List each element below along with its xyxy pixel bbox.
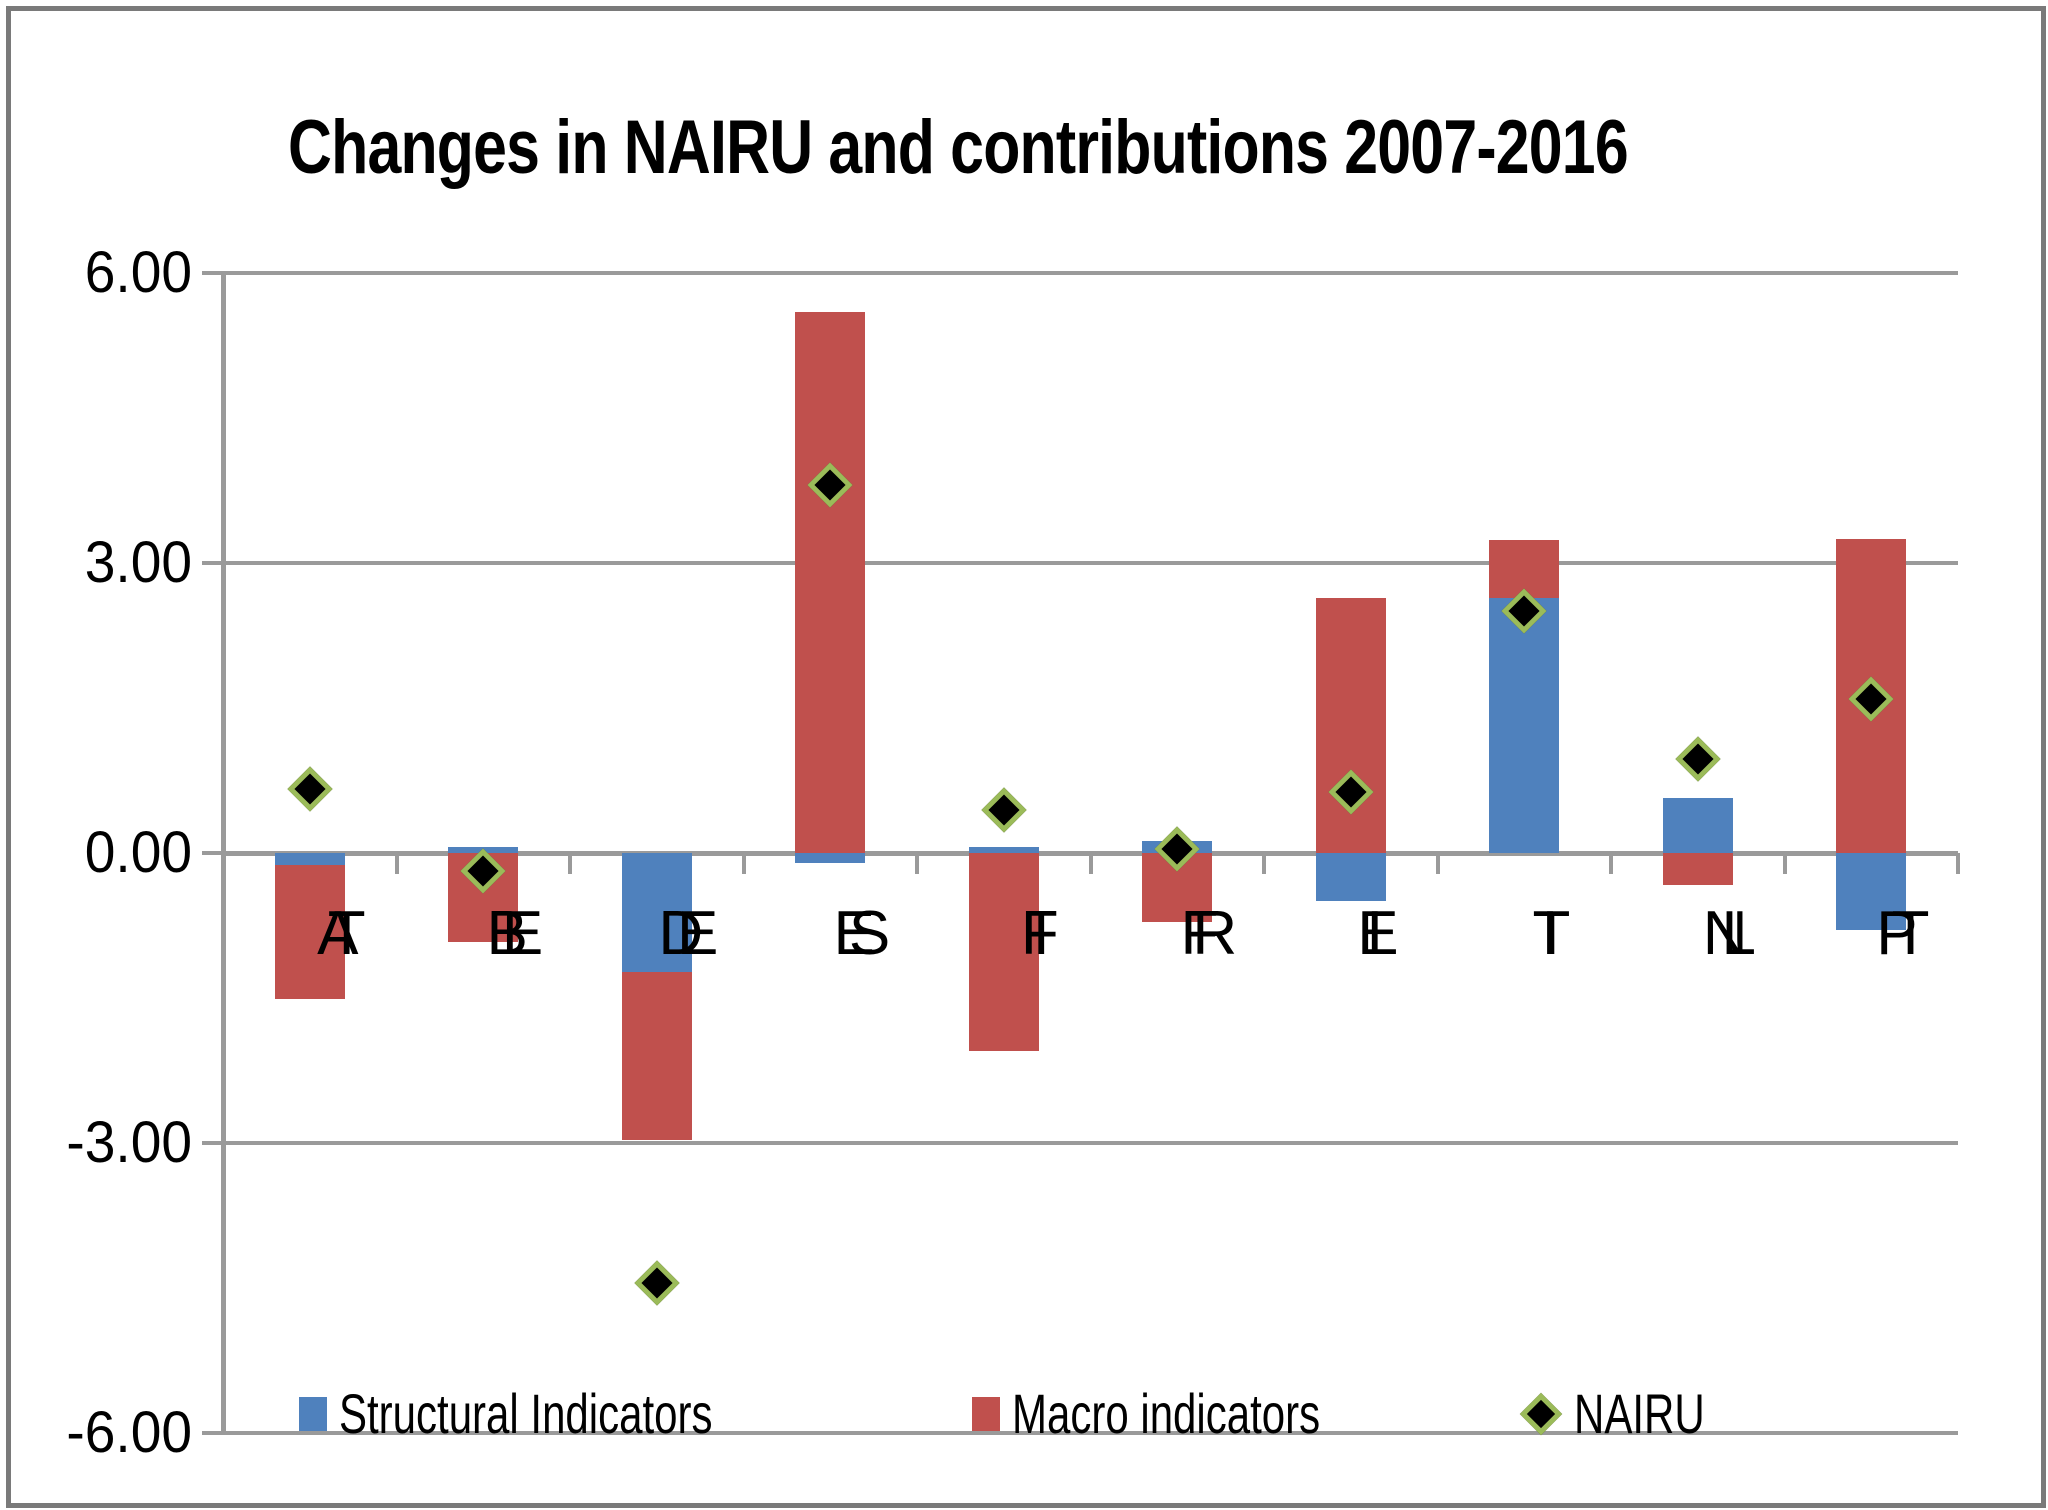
x-axis-tick	[1609, 853, 1613, 874]
y-axis-label: -6.00	[66, 1400, 192, 1465]
gridline-y-3.00	[223, 561, 1958, 565]
x-axis-label-AT: AT	[317, 899, 366, 968]
x-axis-label-ES: ES	[833, 899, 891, 968]
x-axis-tick	[394, 853, 399, 874]
bar-segment-structural-DE	[621, 853, 692, 972]
x-axis-tick	[221, 853, 225, 874]
y-axis-label: 6.00	[84, 240, 192, 305]
gridline-y-6.00	[223, 271, 1958, 275]
x-axis-tick	[568, 853, 572, 874]
x-axis-label-DE: DE	[658, 899, 718, 968]
y-axis-tick	[202, 561, 223, 565]
x-axis-tick	[915, 853, 919, 874]
y-axis-tick	[202, 851, 223, 855]
y-axis-tick	[202, 271, 223, 275]
bar-segment-macro-IT	[1489, 539, 1560, 598]
x-axis-tick	[1262, 853, 1266, 874]
bar-segment-macro-AT	[274, 864, 345, 999]
page-border-frame	[6, 6, 2046, 1508]
x-axis-label-BE: BE	[486, 899, 544, 968]
bar-segment-structural-AT	[274, 853, 345, 865]
x-axis-tick	[1782, 853, 1787, 874]
bar-segment-macro-DE	[621, 971, 692, 1141]
x-axis-label-FR: FR	[1180, 899, 1238, 968]
bar-segment-structural-ES	[795, 853, 866, 863]
bar-segment-structural-IE	[1315, 853, 1386, 902]
y-axis-label: 3.00	[84, 530, 192, 595]
y-axis-label: -3.00	[66, 1110, 192, 1175]
bar-segment-macro-FI	[968, 853, 1039, 1052]
bar-segment-structural-FI	[968, 847, 1039, 853]
x-axis-label-IE: IE	[1366, 899, 1399, 968]
bar-segment-structural-NL	[1662, 797, 1733, 853]
x-axis-tick	[1088, 853, 1093, 874]
bar-segment-macro-ES	[795, 311, 866, 853]
x-axis-label-NL: NL	[1702, 899, 1756, 968]
gridline-y--6.00	[223, 1431, 1958, 1435]
chart-title: Changes in NAIRU and contributions 2007-…	[288, 105, 1629, 190]
x-axis-tick	[1435, 853, 1440, 874]
x-axis-tick	[741, 853, 746, 874]
bar-segment-macro-NL	[1662, 853, 1733, 885]
y-axis-tick	[202, 1141, 223, 1145]
gridline-y--3.00	[223, 1141, 1958, 1145]
x-axis-label-PT: PT	[1876, 899, 1929, 968]
y-axis-tick	[202, 1431, 223, 1435]
bar-segment-structural-IT	[1489, 597, 1560, 853]
x-axis-label-IT: IT	[1541, 899, 1570, 968]
bar-segment-structural-PT	[1836, 853, 1907, 931]
x-axis-tick	[1956, 853, 1960, 874]
y-axis-label: 0.00	[84, 820, 192, 885]
x-axis-label-FI: FI	[1020, 899, 1050, 968]
